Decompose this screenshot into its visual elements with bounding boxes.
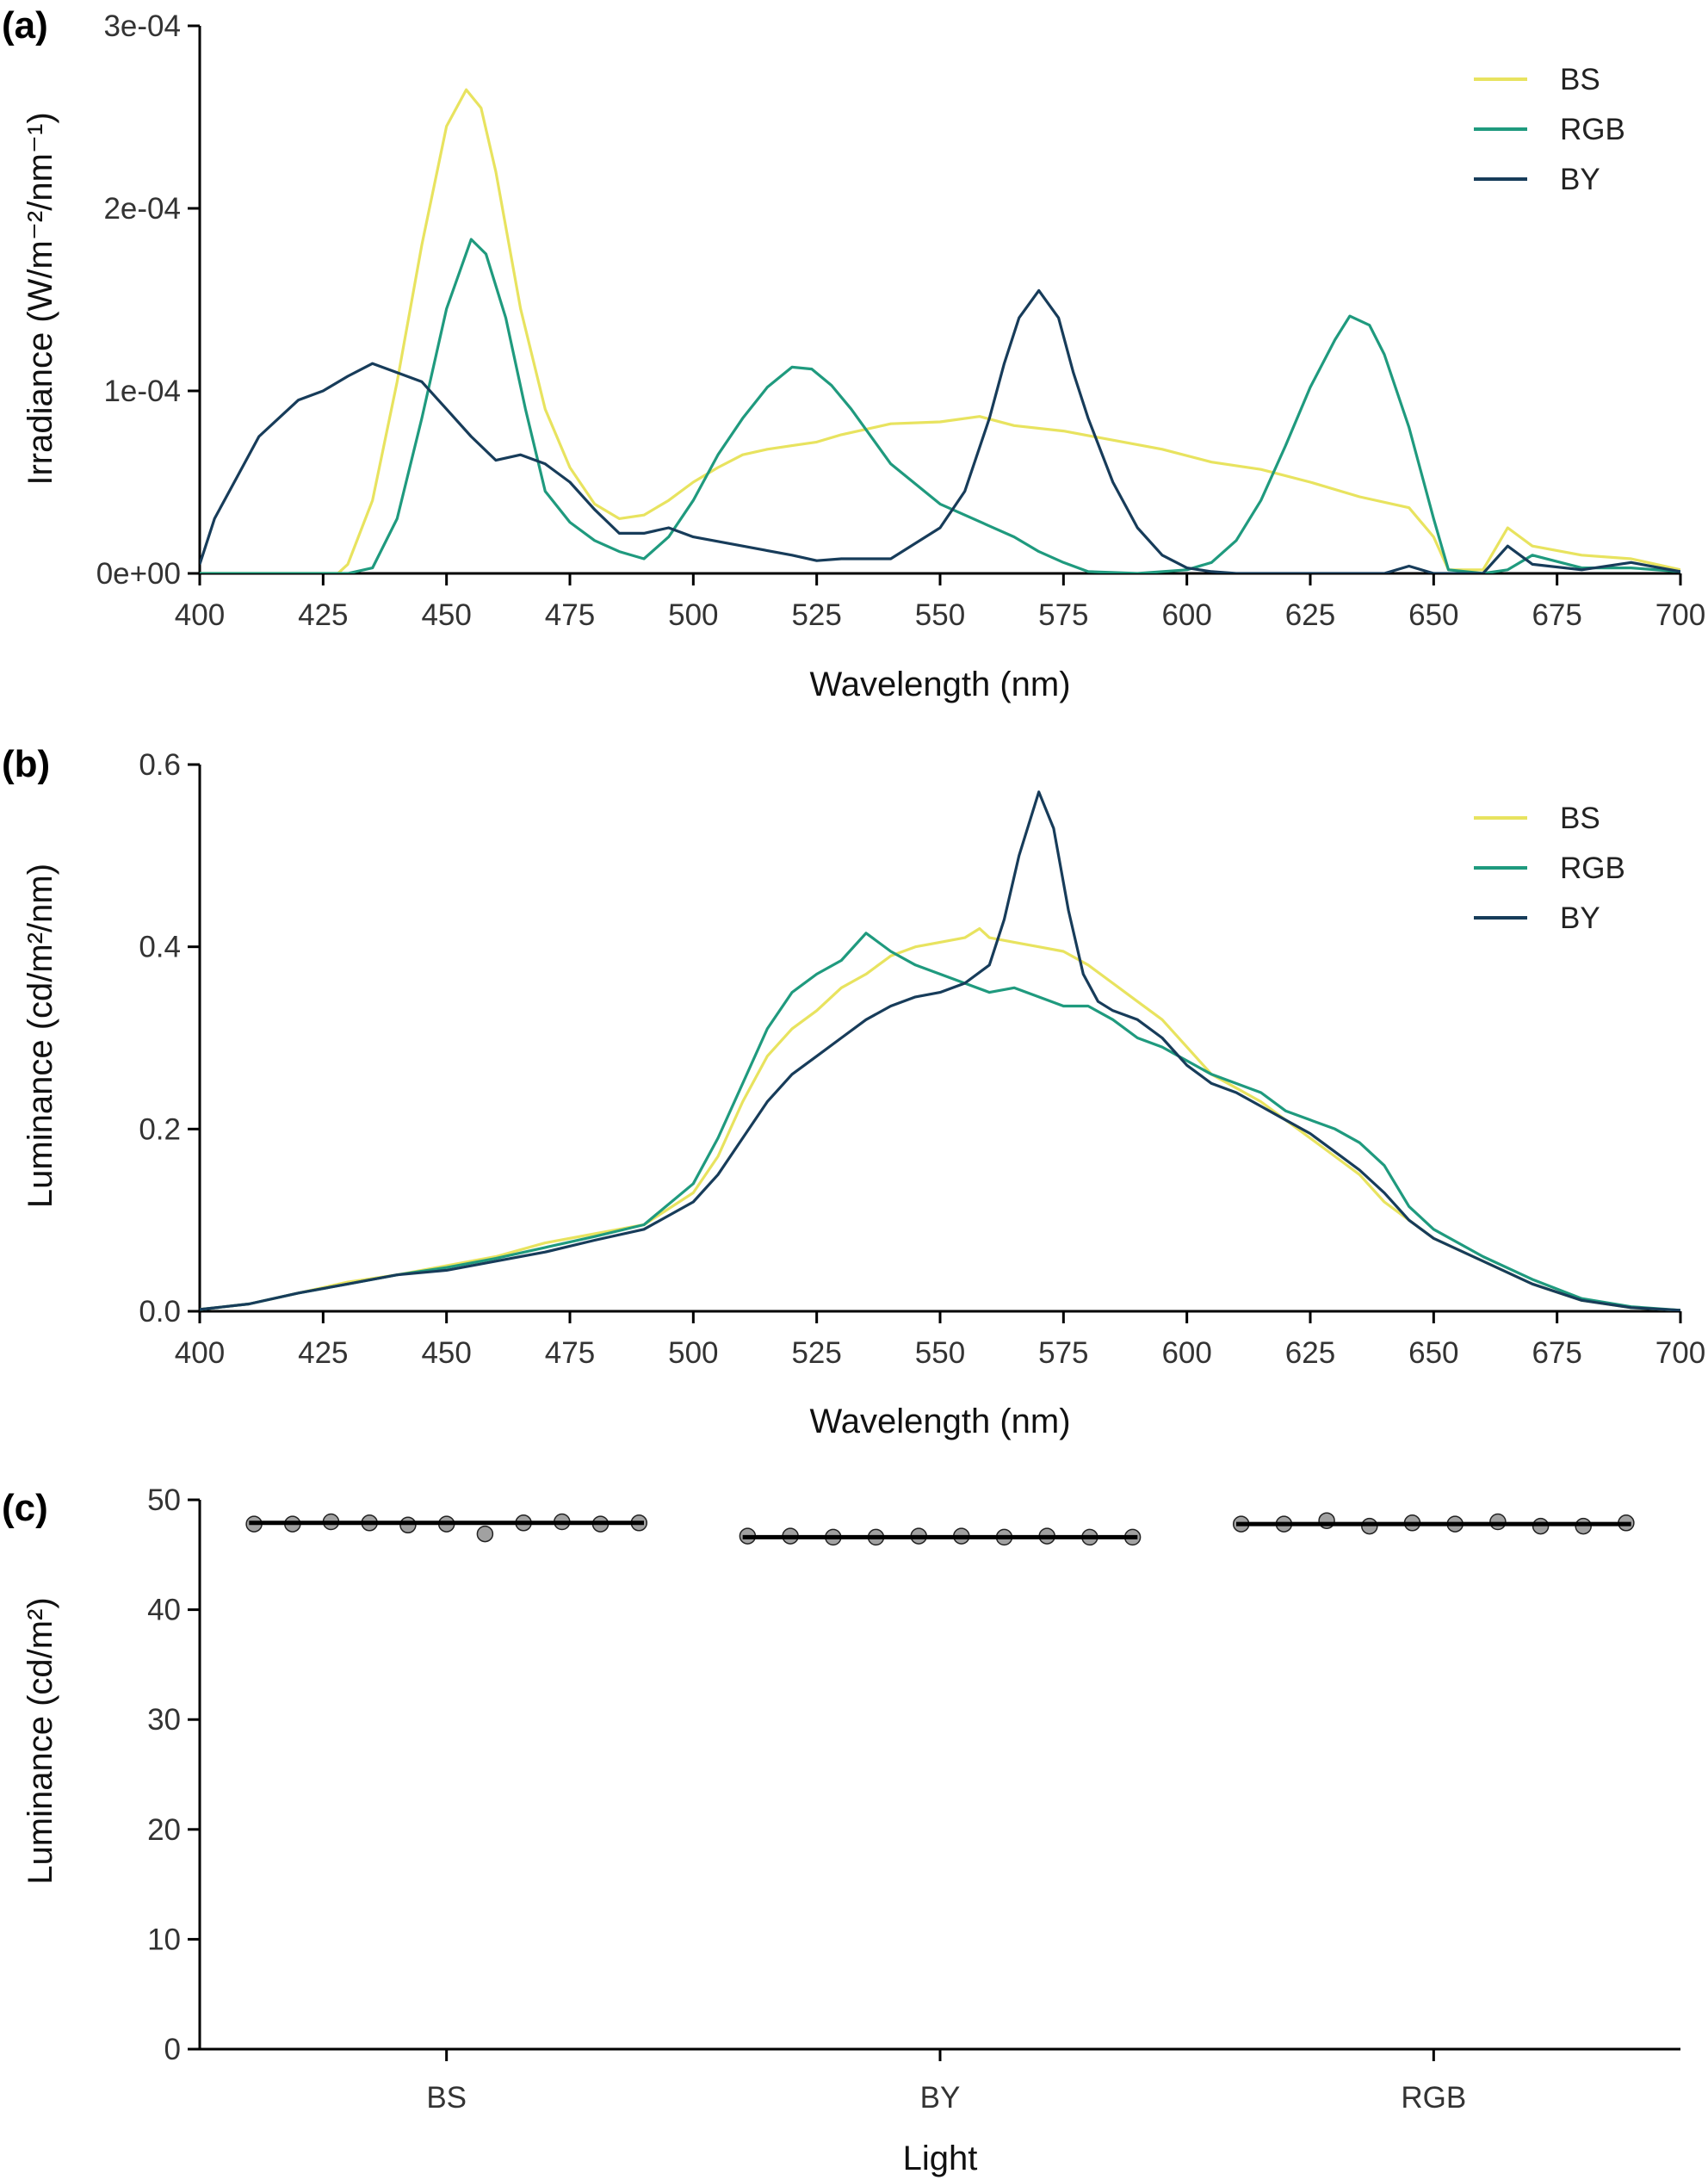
panel-b-x-tick-label: 675 bbox=[1532, 1336, 1581, 1370]
panel-b-series-by-line bbox=[200, 790, 1680, 1311]
panel-c-y-tick-label: 30 bbox=[147, 1703, 181, 1737]
panel-c-point-rgb bbox=[1532, 1517, 1550, 1535]
panel-b-x-tick-label: 600 bbox=[1161, 1336, 1211, 1370]
panel-a-irradiance-chart: (a) Wavelength (nm) Irradiance (W/m⁻²/nm… bbox=[2, 4, 1705, 703]
panel-a-x-tick-label: 675 bbox=[1532, 598, 1581, 632]
panel-a-x-tick-label: 525 bbox=[791, 598, 841, 632]
panel-b-y-tick-label: 0.6 bbox=[139, 748, 181, 782]
panel-b-y-tick-label: 0.0 bbox=[139, 1295, 181, 1328]
panel-a-x-tick-label: 500 bbox=[668, 598, 718, 632]
panel-b-y-axis-title: Luminance (cd/m²/nm) bbox=[22, 864, 59, 1208]
panel-b-luminance-spectrum-chart: (b) Wavelength (nm) Luminance (cd/m²/nm)… bbox=[2, 743, 1705, 1440]
panel-a-x-tick-label: 475 bbox=[545, 598, 595, 632]
panel-a-y-axis-title: Irradiance (W/m⁻²/nm⁻¹) bbox=[22, 112, 59, 485]
panel-b-label: (b) bbox=[2, 743, 50, 785]
panel-c-y-tick-label: 50 bbox=[147, 1483, 181, 1517]
panel-a-x-tick-label: 650 bbox=[1408, 598, 1458, 632]
panel-c-y-axis-title: Luminance (cd/m²) bbox=[22, 1597, 59, 1884]
panel-b-x-tick-label: 625 bbox=[1285, 1336, 1335, 1370]
panel-c-point-rgb bbox=[1361, 1517, 1378, 1535]
panel-c-plot-area: 0 10 20 30 40 50 BS BY RGB bbox=[147, 1483, 1680, 2115]
panel-c-x-tick-label: RGB bbox=[1401, 2081, 1466, 2115]
panel-c-point-bs bbox=[399, 1516, 417, 1534]
panel-a-legend-label-bs: BS bbox=[1560, 63, 1600, 96]
panel-a-series-bs-line bbox=[200, 88, 1680, 573]
panel-b-x-tick-label: 450 bbox=[421, 1336, 471, 1370]
panel-b-series-rgb-line bbox=[200, 932, 1680, 1311]
panel-b-x-tick-label: 650 bbox=[1408, 1336, 1458, 1370]
panel-a-label: (a) bbox=[2, 4, 48, 46]
panel-c-y-tick-label: 40 bbox=[147, 1594, 181, 1627]
panel-b-x-tick-label: 500 bbox=[668, 1336, 718, 1370]
panel-a-x-axis-title: Wavelength (nm) bbox=[809, 666, 1070, 703]
panel-b-x-tick-label: 425 bbox=[298, 1336, 348, 1370]
panel-c-point-rgb bbox=[1575, 1517, 1592, 1535]
panel-b-y-tick-label: 0.4 bbox=[139, 931, 181, 964]
panel-a-legend-label-rgb: RGB bbox=[1560, 113, 1625, 146]
panel-b-y-tick-label: 0.2 bbox=[139, 1112, 181, 1146]
panel-a-x-tick-label: 425 bbox=[298, 598, 348, 632]
panel-a-x-tick-label: 550 bbox=[915, 598, 965, 632]
panel-a-x-tick-label: 400 bbox=[175, 598, 225, 632]
panel-a-x-tick-label: 625 bbox=[1285, 598, 1335, 632]
panel-a-legend-label-by: BY bbox=[1560, 163, 1600, 196]
panel-c-y-tick-label: 0 bbox=[164, 2033, 181, 2066]
panel-a-y-tick-label: 3e-04 bbox=[103, 9, 181, 43]
panel-a-x-tick-label: 450 bbox=[421, 598, 471, 632]
panel-c-point-bs bbox=[476, 1525, 494, 1543]
panel-b-series-bs-line bbox=[200, 926, 1680, 1311]
panel-a-y-tick-label: 1e-04 bbox=[103, 375, 181, 408]
panel-a-x-tick-label: 700 bbox=[1655, 598, 1705, 632]
panel-c-y-tick-label: 20 bbox=[147, 1813, 181, 1847]
panel-a-y-tick-label: 2e-04 bbox=[103, 192, 181, 226]
panel-b-plot-area: 400 425 450 475 500 525 550 575 600 625 650 675 700 0… bbox=[139, 748, 1705, 1370]
panel-c-x-tick-label: BS bbox=[426, 2081, 467, 2115]
panel-c-y-tick-label: 10 bbox=[147, 1923, 181, 1956]
panel-b-x-tick-label: 700 bbox=[1655, 1336, 1705, 1370]
panel-c-label: (c) bbox=[2, 1487, 48, 1529]
panel-c-x-axis-title: Light bbox=[903, 2140, 978, 2177]
panel-c-x-tick-label: BY bbox=[920, 2081, 961, 2115]
panel-b-legend-label-rgb: RGB bbox=[1560, 852, 1625, 885]
panel-c-luminance-scatter-chart: (c) Light Luminance (cd/m²) 0 10 20 30 40 50 B… bbox=[2, 1483, 1680, 2177]
panel-b-x-axis-title: Wavelength (nm) bbox=[809, 1403, 1070, 1440]
panel-a-plot-area: 400 425 450 475 500 525 550 575 600 625 650 675 700 0… bbox=[96, 9, 1706, 632]
panel-a-x-tick-label: 575 bbox=[1038, 598, 1088, 632]
panel-b-x-tick-label: 475 bbox=[545, 1336, 595, 1370]
panel-a-series-by-line bbox=[200, 288, 1680, 573]
panel-a-x-tick-label: 600 bbox=[1161, 598, 1211, 632]
panel-a-y-tick-label: 0e+00 bbox=[96, 557, 181, 591]
panel-a-series-rgb-line bbox=[200, 238, 1680, 573]
panel-b-x-tick-label: 525 bbox=[791, 1336, 841, 1370]
panel-b-legend-label-by: BY bbox=[1560, 901, 1600, 935]
panel-b-x-tick-label: 575 bbox=[1038, 1336, 1088, 1370]
panel-b-x-tick-label: 400 bbox=[175, 1336, 225, 1370]
panel-c-point-rgb bbox=[1489, 1513, 1507, 1531]
panel-b-legend-label-bs: BS bbox=[1560, 802, 1600, 835]
panel-b-x-tick-label: 550 bbox=[915, 1336, 965, 1370]
